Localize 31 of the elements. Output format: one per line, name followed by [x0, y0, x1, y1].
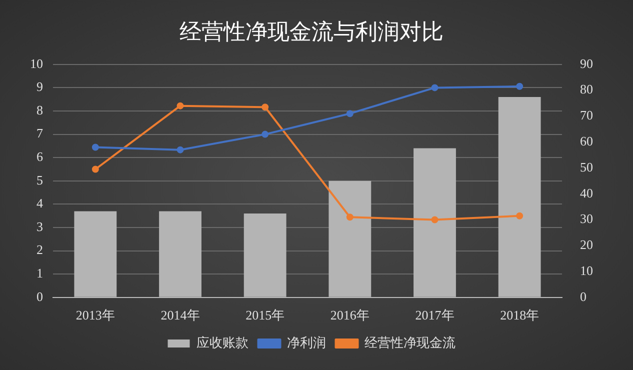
- y2-tick-label: 60: [580, 133, 593, 148]
- y2-tick-label: 70: [580, 108, 593, 123]
- y2-tick-label: 0: [580, 288, 586, 304]
- y2-tick-label: 20: [580, 237, 593, 252]
- y2-tick-label: 10: [580, 262, 593, 278]
- x-tick-label: 2016年: [330, 308, 370, 323]
- y-tick-label: 5: [36, 172, 43, 188]
- x-tick-label: 2014年: [160, 308, 200, 323]
- y-tick-label: 2: [36, 242, 43, 258]
- y-tick-label: 9: [36, 79, 43, 94]
- legend-label: 经营性净现金流: [364, 334, 456, 351]
- y2-tick-label: 80: [580, 82, 593, 97]
- y-tick-label: 6: [36, 149, 44, 164]
- y2-tick-label: 40: [580, 185, 593, 200]
- x-tick-label: 2015年: [246, 308, 285, 323]
- y2-tick-label: 30: [580, 211, 593, 226]
- y-tick-label: 8: [36, 102, 43, 118]
- y-tick-label: 7: [36, 126, 44, 141]
- y-tick-label: 4: [36, 196, 44, 211]
- legend-label: 净利润: [286, 336, 326, 351]
- x-tick-label: 2018年: [500, 308, 540, 323]
- x-tick-label: 2013年: [76, 308, 115, 323]
- y2-tick-label: 50: [580, 159, 593, 174]
- y-tick-label: 3: [36, 218, 43, 234]
- y2-tick-label: 90: [580, 56, 593, 71]
- x-tick-label: 2017年: [415, 308, 454, 323]
- y-tick-label: 0: [36, 288, 43, 304]
- chart-title: 经营性净现金流与利润对比: [180, 20, 444, 45]
- y-tick-label: 1: [36, 266, 43, 281]
- legend-label: 应收账款: [196, 334, 248, 351]
- y-tick-label: 10: [30, 56, 43, 71]
